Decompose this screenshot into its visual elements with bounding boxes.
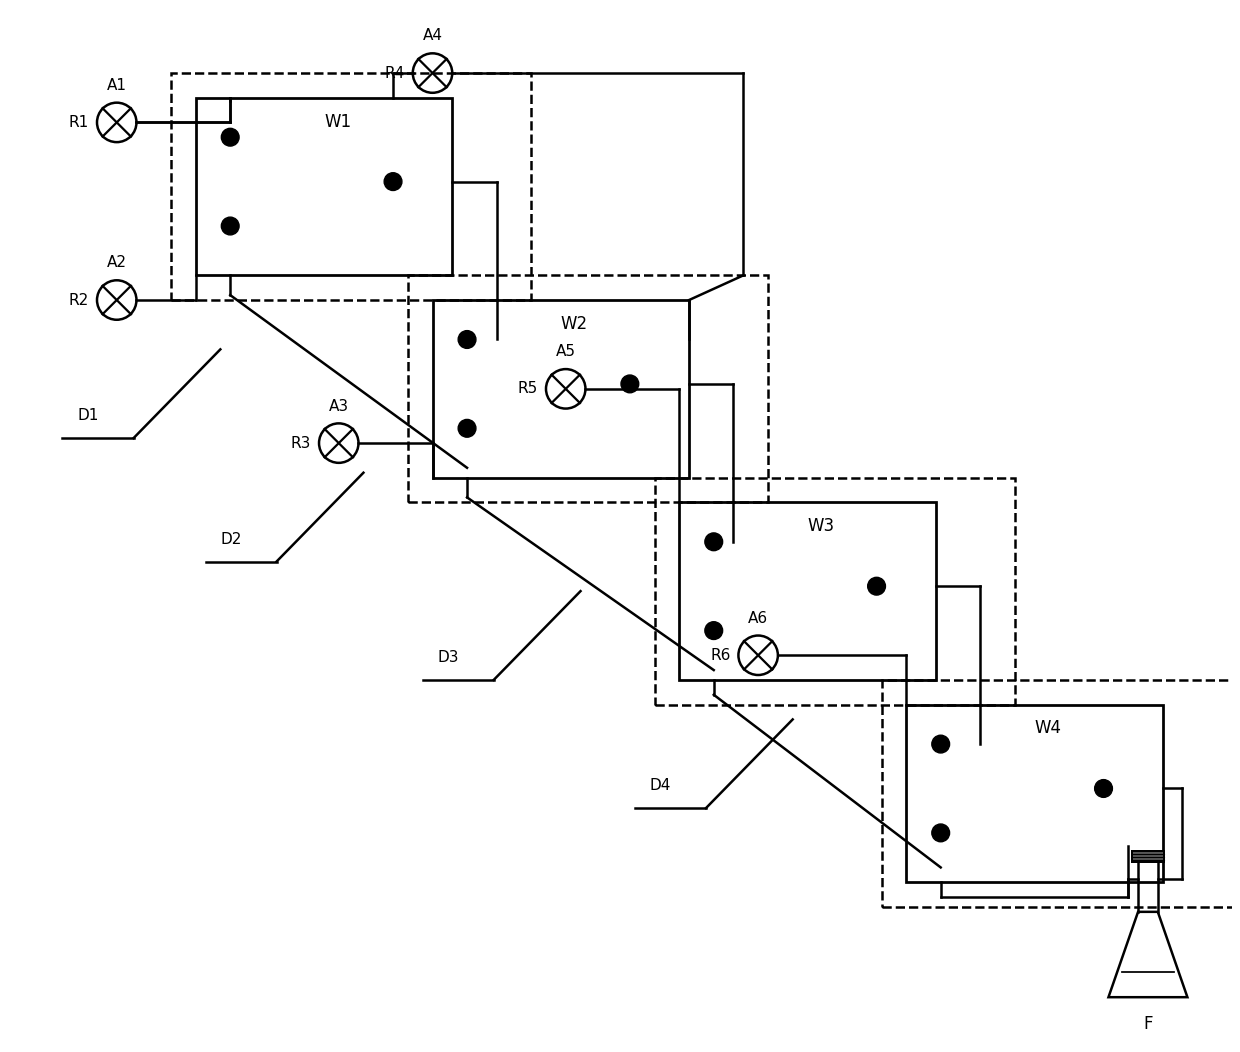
Circle shape — [458, 330, 476, 348]
Circle shape — [621, 375, 639, 392]
Circle shape — [458, 420, 476, 438]
Text: R5: R5 — [518, 381, 538, 397]
Circle shape — [384, 173, 402, 190]
Text: D2: D2 — [221, 531, 242, 547]
Circle shape — [704, 533, 723, 550]
Text: W3: W3 — [807, 518, 835, 535]
Text: D1: D1 — [77, 408, 99, 423]
Circle shape — [221, 217, 239, 235]
Circle shape — [868, 578, 885, 595]
Text: R2: R2 — [69, 292, 89, 307]
Text: A3: A3 — [329, 399, 348, 413]
Bar — [655, 478, 1014, 705]
Circle shape — [931, 824, 950, 842]
Text: R1: R1 — [69, 115, 89, 129]
Bar — [171, 73, 531, 300]
Text: A6: A6 — [748, 610, 769, 626]
Circle shape — [1095, 780, 1112, 797]
Text: R3: R3 — [290, 436, 311, 450]
Text: F: F — [1143, 1015, 1153, 1033]
Bar — [433, 300, 689, 478]
Text: A2: A2 — [107, 256, 126, 270]
Bar — [882, 680, 1240, 907]
Text: A1: A1 — [107, 78, 126, 93]
Bar — [680, 502, 936, 680]
Bar — [408, 276, 768, 502]
Text: W2: W2 — [560, 315, 588, 332]
Text: W4: W4 — [1034, 720, 1061, 737]
Circle shape — [221, 128, 239, 146]
Text: R6: R6 — [711, 648, 730, 663]
Text: W1: W1 — [324, 113, 351, 130]
Text: D3: D3 — [438, 650, 459, 665]
Bar — [196, 98, 453, 276]
Circle shape — [931, 735, 950, 753]
Bar — [906, 705, 1163, 883]
Circle shape — [704, 622, 723, 640]
Text: A4: A4 — [423, 28, 443, 43]
Text: R4: R4 — [384, 65, 405, 81]
Text: D4: D4 — [650, 778, 671, 793]
Bar — [1132, 851, 1163, 863]
Text: A5: A5 — [556, 344, 575, 359]
